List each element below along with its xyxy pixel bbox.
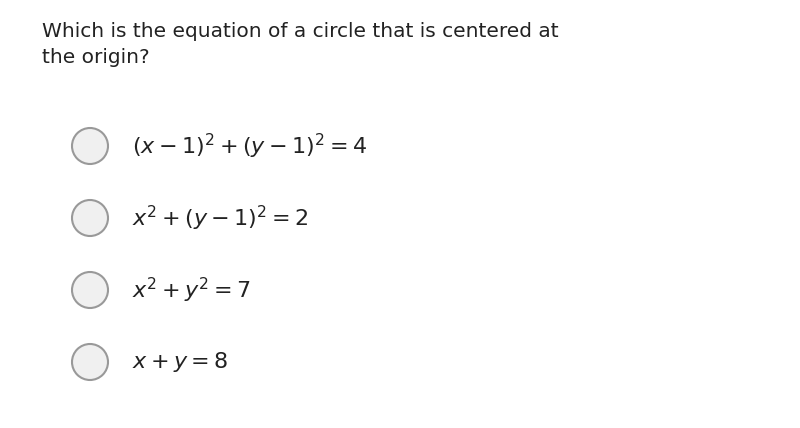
Ellipse shape (72, 128, 108, 164)
Ellipse shape (72, 272, 108, 308)
Ellipse shape (72, 344, 108, 380)
Text: $x^2 + y^2 = 7$: $x^2 + y^2 = 7$ (132, 275, 250, 305)
Text: $x^2 + (y - 1)^2 = 2$: $x^2 + (y - 1)^2 = 2$ (132, 203, 309, 232)
Text: Which is the equation of a circle that is centered at
the origin?: Which is the equation of a circle that i… (42, 22, 558, 68)
Text: $(x - 1)^2 + (y - 1)^2 = 4$: $(x - 1)^2 + (y - 1)^2 = 4$ (132, 131, 367, 160)
Text: $x + y = 8$: $x + y = 8$ (132, 350, 228, 374)
Ellipse shape (72, 200, 108, 236)
